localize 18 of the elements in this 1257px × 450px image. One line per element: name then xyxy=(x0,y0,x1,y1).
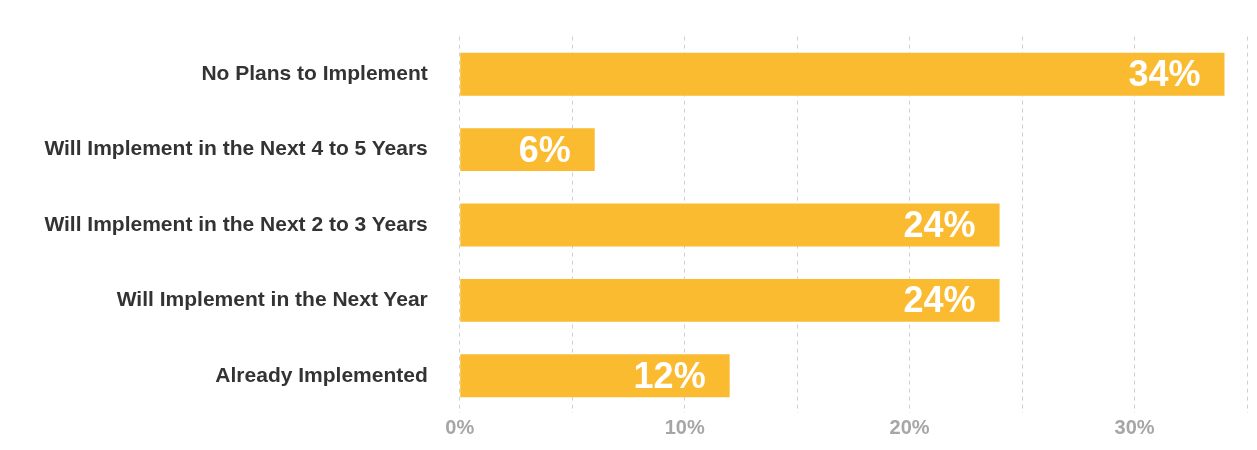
bar xyxy=(460,354,730,398)
x-tick-label: 0% xyxy=(445,415,475,438)
bar xyxy=(460,278,1000,322)
data-label: 12% xyxy=(633,354,706,396)
y-tick-label: Will Implement in the Next Year xyxy=(116,287,428,311)
y-tick-label: Will Implement in the Next 2 to 3 Years xyxy=(44,211,428,235)
x-tick-label: 20% xyxy=(889,415,930,438)
y-tick-label: No Plans to Implement xyxy=(201,61,428,85)
x-tick-label: 10% xyxy=(664,415,705,438)
data-label: 34% xyxy=(1128,53,1201,95)
y-tick-label: Already Implemented xyxy=(215,362,428,386)
data-label: 6% xyxy=(518,128,571,170)
data-label: 24% xyxy=(903,203,976,245)
y-tick-label: Will Implement in the Next 4 to 5 Years xyxy=(44,136,428,160)
bar xyxy=(460,52,1225,96)
bar xyxy=(460,203,1000,247)
x-tick-label: 30% xyxy=(1114,415,1155,438)
data-label: 24% xyxy=(903,279,976,321)
